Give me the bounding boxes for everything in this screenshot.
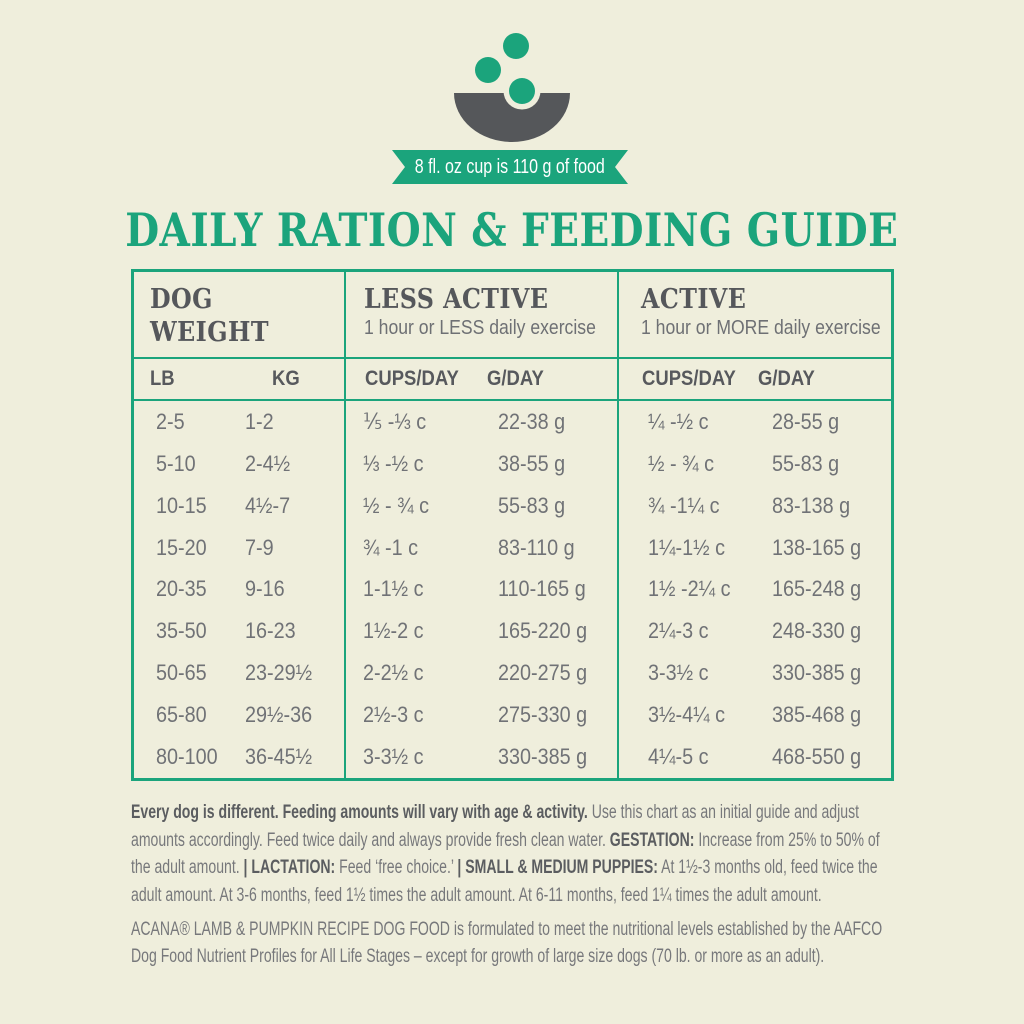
cell-active-g: 138-165 g xyxy=(772,534,862,560)
cup-measure-text: 8 fl. oz cup is 110 g of food xyxy=(414,155,606,178)
page-title: DAILY RATION & FEEDING GUIDE xyxy=(125,203,899,257)
kibble-dot xyxy=(475,57,501,83)
cell-active-g: 385-468 g xyxy=(772,702,862,728)
cell-less-g: 330-385 g xyxy=(498,744,588,770)
feeding-table: DOG WEIGHT LESS ACTIVE 1 hour or LESS da… xyxy=(131,269,894,781)
cell-lb: 10-15 xyxy=(156,492,207,518)
table-row: 80-100 36-45½ 3-3½ c 330-385 g 4¼-5 c 468-550… xyxy=(134,736,891,778)
text-line: the adult amount. | LACTATION: Feed ‘fre… xyxy=(131,857,878,878)
text-line: adult amount. At 3-6 months, feed 1½ tim… xyxy=(131,884,822,906)
cell-active-cups: 3-3½ c xyxy=(648,660,709,686)
aafco-statement: ACANA® LAMB & PUMPKIN RECIPE DOG FOOD is… xyxy=(131,919,911,972)
cell-active-cups: 3½-4¼ c xyxy=(648,702,726,728)
table-row: 65-80 29½-36 2½-3 c 275-330 g 3½-4¼ c 385-468… xyxy=(134,694,891,736)
cell-lb: 80-100 xyxy=(156,744,218,770)
cell-lb: 5-10 xyxy=(156,450,196,476)
bowl-shape xyxy=(454,93,570,142)
cell-active-g: 28-55 g xyxy=(772,408,840,434)
cell-less-cups: 1½-2 c xyxy=(363,618,424,644)
col-header-active-cups: CUPS/DAY xyxy=(642,367,736,390)
kibble-dot xyxy=(503,33,529,59)
table-column-header: LB KG CUPS/DAY G/DAY CUPS/DAY G/DAY xyxy=(134,359,891,401)
group-less-active: LESS ACTIVE 1 hour or LESS daily exercis… xyxy=(364,284,596,339)
cell-kg: 7-9 xyxy=(245,534,274,560)
cell-active-g: 55-83 g xyxy=(772,450,840,476)
cell-lb: 2-5 xyxy=(156,408,185,434)
cell-less-g: 110-165 g xyxy=(498,576,586,602)
cell-active-g: 165-248 g xyxy=(772,576,862,602)
text-line: Every dog is different. Feeding amounts … xyxy=(131,802,860,823)
cell-active-g: 330-385 g xyxy=(772,660,862,686)
cell-kg: 23-29½ xyxy=(245,660,313,686)
cell-less-g: 220-275 g xyxy=(498,660,588,686)
cell-active-cups: ¾ -1¼ c xyxy=(648,492,720,518)
cell-less-g: 275-330 g xyxy=(498,702,588,728)
table-row: 35-50 16-23 1½-2 c 165-220 g 2¼-3 c 248-330 g xyxy=(134,610,891,652)
table-divider xyxy=(344,272,346,778)
cell-lb: 15-20 xyxy=(156,534,207,560)
cell-less-cups: ⅓ -½ c xyxy=(363,450,424,476)
cell-lb: 35-50 xyxy=(156,618,207,644)
group-dog-weight: DOG WEIGHT xyxy=(150,284,269,348)
cell-less-cups: ½ - ¾ c xyxy=(363,492,430,518)
col-header-lb: LB xyxy=(150,367,175,390)
cell-kg: 4½-7 xyxy=(245,492,291,518)
text-line: ACANA® LAMB & PUMPKIN RECIPE DOG FOOD is… xyxy=(131,919,883,940)
cell-active-cups: 1¼-1½ c xyxy=(648,534,726,560)
cell-active-cups: 2¼-3 c xyxy=(648,618,709,644)
cell-less-cups: 2-2½ c xyxy=(363,660,424,686)
cell-less-g: 55-83 g xyxy=(498,492,566,518)
cell-less-cups: 2½-3 c xyxy=(363,702,424,728)
cell-lb: 50-65 xyxy=(156,660,207,686)
col-header-less-g: G/DAY xyxy=(487,367,544,390)
text-line: Dog Food Nutrient Profiles for All Life … xyxy=(131,945,825,967)
col-header-less-cups: CUPS/DAY xyxy=(365,367,459,390)
cell-less-g: 165-220 g xyxy=(498,618,588,644)
cup-measure-banner: 8 fl. oz cup is 110 g of food xyxy=(392,150,628,184)
cell-active-cups: ¼ -½ c xyxy=(648,408,709,434)
bowl-icon xyxy=(442,28,582,150)
cell-active-cups: ½ - ¾ c xyxy=(648,450,715,476)
cell-lb: 20-35 xyxy=(156,576,207,602)
cell-kg: 16-23 xyxy=(245,618,296,644)
cell-less-cups: 3-3½ c xyxy=(363,744,424,770)
col-header-active-g: G/DAY xyxy=(758,367,815,390)
kibble-dot xyxy=(509,78,535,104)
table-row: 10-15 4½-7 ½ - ¾ c 55-83 g ¾ -1¼ c 83-138 g xyxy=(134,485,891,527)
cell-active-cups: 4¼-5 c xyxy=(648,744,709,770)
group-active: ACTIVE 1 hour or MORE daily exercise xyxy=(641,284,881,339)
cell-kg: 29½-36 xyxy=(245,702,313,728)
table-row: 5-10 2-4½ ⅓ -½ c 38-55 g ½ - ¾ c 55-83 g xyxy=(134,443,891,485)
cell-kg: 36-45½ xyxy=(245,744,313,770)
feeding-notes: Every dog is different. Feeding amounts … xyxy=(131,802,911,912)
cell-active-cups: 1½ -2¼ c xyxy=(648,576,731,602)
table-row: 20-35 9-16 1-1½ c 110-165 g 1½ -2¼ c 165-248 … xyxy=(134,569,891,611)
table-group-header: DOG WEIGHT LESS ACTIVE 1 hour or LESS da… xyxy=(134,272,891,359)
cell-less-g: 83-110 g xyxy=(498,534,575,560)
col-header-kg: KG xyxy=(272,367,300,390)
cell-less-cups: ¾ -1 c xyxy=(363,534,419,560)
cell-lb: 65-80 xyxy=(156,702,207,728)
table-divider xyxy=(617,272,619,778)
cell-kg: 9-16 xyxy=(245,576,285,602)
table-row: 2-5 1-2 ⅕ -⅓ c 22-38 g ¼ -½ c 28-55 g xyxy=(134,401,891,443)
cell-active-g: 468-550 g xyxy=(772,744,862,770)
cell-less-cups: 1-1½ c xyxy=(363,576,424,602)
cell-less-g: 22-38 g xyxy=(498,408,566,434)
table-body: 2-5 1-2 ⅕ -⅓ c 22-38 g ¼ -½ c 28-55 g 5-10 2-4½… xyxy=(134,401,891,778)
cell-kg: 1-2 xyxy=(245,408,274,434)
cell-less-cups: ⅕ -⅓ c xyxy=(363,408,427,434)
cell-kg: 2-4½ xyxy=(245,450,291,476)
cell-active-g: 248-330 g xyxy=(772,618,862,644)
table-row: 15-20 7-9 ¾ -1 c 83-110 g 1¼-1½ c 138-165 g xyxy=(134,527,891,569)
text-line: amounts accordingly. Feed twice daily an… xyxy=(131,829,880,851)
table-row: 50-65 23-29½ 2-2½ c 220-275 g 3-3½ c 330-385 … xyxy=(134,652,891,694)
cell-active-g: 83-138 g xyxy=(772,492,851,518)
cell-less-g: 38-55 g xyxy=(498,450,566,476)
